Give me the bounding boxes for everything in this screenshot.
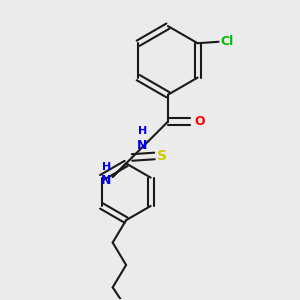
Text: H: H (138, 126, 147, 136)
Text: O: O (194, 115, 205, 128)
Text: H: H (102, 161, 111, 172)
Text: Cl: Cl (220, 35, 233, 48)
Text: N: N (101, 175, 111, 188)
Text: S: S (158, 149, 167, 163)
Text: N: N (136, 139, 147, 152)
